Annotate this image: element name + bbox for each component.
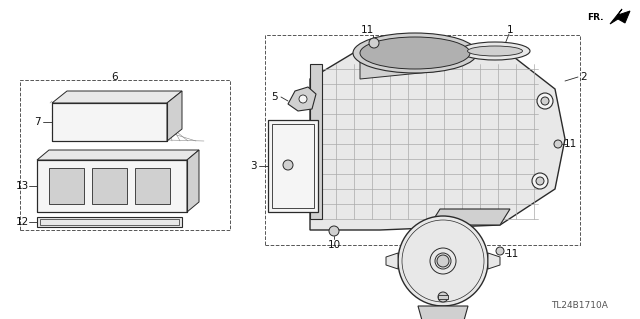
Bar bbox=[310, 64, 322, 219]
Circle shape bbox=[536, 177, 544, 185]
Circle shape bbox=[554, 140, 562, 148]
Circle shape bbox=[541, 97, 549, 105]
Bar bbox=[92, 168, 127, 204]
Text: 1: 1 bbox=[507, 25, 513, 35]
Bar bbox=[272, 124, 314, 208]
Polygon shape bbox=[288, 87, 316, 111]
Polygon shape bbox=[610, 9, 630, 24]
Text: 11: 11 bbox=[360, 25, 374, 35]
Text: 12: 12 bbox=[15, 217, 29, 227]
Circle shape bbox=[329, 226, 339, 236]
Bar bbox=[52, 103, 167, 141]
Circle shape bbox=[496, 247, 504, 255]
Bar bbox=[49, 168, 84, 204]
Text: 13: 13 bbox=[15, 181, 29, 191]
Polygon shape bbox=[360, 53, 440, 79]
Polygon shape bbox=[37, 150, 199, 160]
Bar bbox=[268, 120, 318, 212]
Bar bbox=[37, 160, 187, 212]
Circle shape bbox=[398, 216, 488, 306]
Circle shape bbox=[532, 173, 548, 189]
Ellipse shape bbox=[467, 46, 522, 56]
Text: FR.: FR. bbox=[588, 13, 604, 23]
Bar bbox=[40, 219, 179, 225]
Bar bbox=[37, 217, 182, 227]
Circle shape bbox=[537, 93, 553, 109]
Circle shape bbox=[438, 292, 448, 302]
Polygon shape bbox=[386, 253, 398, 269]
Text: 4: 4 bbox=[397, 252, 403, 262]
Bar bbox=[37, 160, 187, 212]
Text: 5: 5 bbox=[272, 92, 278, 102]
Ellipse shape bbox=[353, 33, 477, 73]
Bar bbox=[52, 103, 167, 141]
Circle shape bbox=[299, 95, 307, 103]
Polygon shape bbox=[310, 41, 565, 230]
Text: 10: 10 bbox=[328, 240, 340, 250]
Text: 2: 2 bbox=[580, 72, 588, 82]
Text: 3: 3 bbox=[250, 161, 256, 171]
Text: 11: 11 bbox=[506, 249, 518, 259]
Bar bbox=[135, 168, 170, 204]
Polygon shape bbox=[430, 209, 510, 225]
Circle shape bbox=[283, 160, 293, 170]
Text: 7: 7 bbox=[34, 117, 40, 127]
Text: TL24B1710A: TL24B1710A bbox=[552, 300, 609, 309]
Bar bbox=[265, 35, 580, 245]
Bar bbox=[20, 80, 230, 230]
Polygon shape bbox=[488, 253, 500, 269]
Ellipse shape bbox=[460, 42, 530, 60]
Polygon shape bbox=[52, 91, 182, 103]
Polygon shape bbox=[167, 91, 182, 141]
Ellipse shape bbox=[360, 37, 470, 69]
Text: 8: 8 bbox=[272, 152, 278, 162]
Polygon shape bbox=[418, 306, 468, 319]
Circle shape bbox=[369, 38, 379, 48]
Text: 9: 9 bbox=[440, 303, 446, 313]
Circle shape bbox=[437, 255, 449, 267]
Text: 11: 11 bbox=[563, 139, 577, 149]
Text: 6: 6 bbox=[112, 72, 118, 82]
Bar bbox=[438, 295, 448, 299]
Polygon shape bbox=[187, 150, 199, 212]
